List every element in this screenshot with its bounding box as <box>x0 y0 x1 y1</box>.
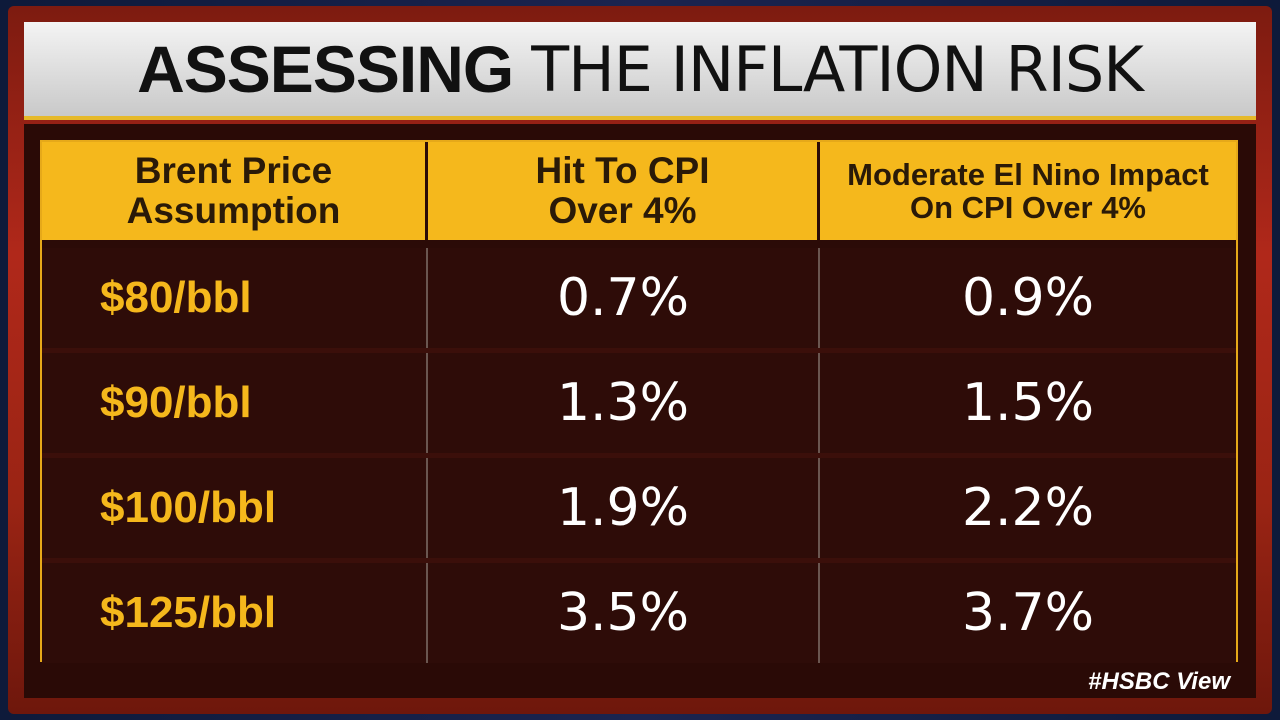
header-el-nino: Moderate El Nino Impact On CPI Over 4% <box>820 142 1236 240</box>
el-nino-cell: 1.5% <box>961 373 1095 433</box>
title-bar: ASSESSING THE INFLATION RISK <box>24 22 1256 120</box>
table-header-row: Brent Price Assumption Hit To CPI Over 4… <box>42 142 1236 240</box>
table-row: $90/bbl 1.3% 1.5% <box>42 353 1236 453</box>
header-text: Over 4% <box>548 190 697 231</box>
price-cell: $125/bbl <box>42 563 428 663</box>
header-cpi-hit: Hit To CPI Over 4% <box>428 142 820 240</box>
row-divider <box>42 453 1236 458</box>
row-divider <box>42 348 1236 353</box>
price-cell: $80/bbl <box>42 248 428 348</box>
source-label: #HSBC View <box>1088 668 1230 695</box>
header-brent-price: Brent Price Assumption <box>42 142 428 240</box>
el-nino-cell: 2.2% <box>961 478 1095 538</box>
header-text: On CPI Over 4% <box>909 190 1146 225</box>
header-text: Brent Price <box>134 150 333 192</box>
price-cell: $90/bbl <box>42 353 428 453</box>
table-row: $100/bbl 1.9% 2.2% <box>42 458 1236 558</box>
table-row: $125/bbl 3.5% 3.7% <box>42 563 1236 663</box>
cpi-hit-cell: 1.3% <box>428 353 820 453</box>
header-text: Hit To CPI <box>535 150 710 192</box>
table-row: $80/bbl 0.7% 0.9% <box>42 248 1236 348</box>
cpi-hit-cell: 3.5% <box>428 563 820 663</box>
title-light-text: THE INFLATION RISK <box>531 32 1144 106</box>
el-nino-cell: 3.7% <box>961 583 1095 643</box>
cpi-hit-cell: 0.7% <box>428 248 820 348</box>
inflation-table: Brent Price Assumption Hit To CPI Over 4… <box>40 140 1238 663</box>
cpi-hit-cell: 1.9% <box>428 458 820 558</box>
price-cell: $100/bbl <box>42 458 428 558</box>
row-divider <box>42 558 1236 563</box>
el-nino-cell: 0.9% <box>961 268 1095 328</box>
title-bold-text: ASSESSING <box>137 32 514 106</box>
header-text: Moderate El Nino Impact <box>847 156 1209 192</box>
header-text: Assumption <box>126 190 341 231</box>
